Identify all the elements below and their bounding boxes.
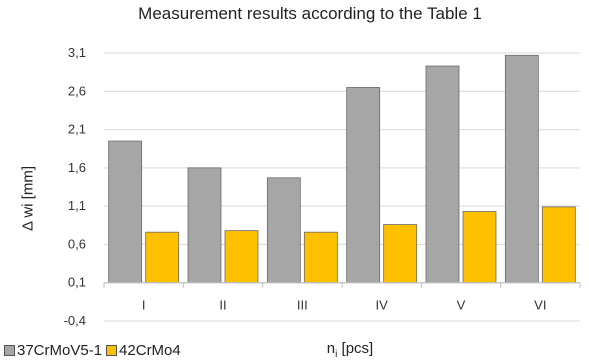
x-tick-label: II <box>219 298 226 313</box>
y-tick-label: 0,6 <box>68 236 86 251</box>
bar-series-2 <box>541 206 576 284</box>
bar-series-1 <box>187 167 222 284</box>
legend-swatch-series-1 <box>4 345 15 356</box>
x-tick-label: IV <box>376 298 389 313</box>
bar-series-1 <box>346 87 381 284</box>
y-tick-label: 1,6 <box>68 160 86 175</box>
bar-series-1 <box>108 140 143 284</box>
y-tick-label: 2,1 <box>68 122 86 137</box>
y-tick-label: 1,1 <box>68 198 86 213</box>
x-axis-label-main: n <box>326 340 336 357</box>
bar-series-2 <box>383 224 418 284</box>
legend-swatch-series-2 <box>106 345 118 356</box>
legend-label-series-2: 42CrMo4 <box>119 342 181 359</box>
x-axis-label: ni [pcs] <box>300 340 400 360</box>
x-axis-label-sub: i <box>335 349 338 360</box>
y-tick-label: -0,4 <box>64 313 86 328</box>
x-tick-label: VI <box>534 298 546 313</box>
x-tick-label: V <box>457 298 466 313</box>
y-tick-label: 2,6 <box>68 83 86 98</box>
x-axis-label-unit: [pcs] <box>337 340 374 357</box>
x-tick-label: I <box>142 298 146 313</box>
legend-item-series-1: 37CrMoV5-1 <box>4 342 102 359</box>
bar-series-2 <box>145 231 180 284</box>
bar-series-2 <box>462 211 497 284</box>
legend-item-series-2: 42CrMo4 <box>106 342 181 359</box>
y-tick-label: 0,1 <box>68 275 86 290</box>
bar-series-1 <box>266 177 301 284</box>
x-tick-label: III <box>297 298 308 313</box>
bar-series-2 <box>303 231 338 284</box>
bar-series-1 <box>504 54 539 284</box>
legend: 37CrMoV5-1 42CrMo4 <box>4 342 185 359</box>
chart-title: Measurement results according to the Tab… <box>138 4 482 23</box>
y-tick-label: 3,1 <box>68 45 86 60</box>
bar-series-1 <box>425 65 460 284</box>
bar-series-2 <box>224 230 259 284</box>
legend-label-series-1: 37CrMoV5-1 <box>17 342 103 359</box>
